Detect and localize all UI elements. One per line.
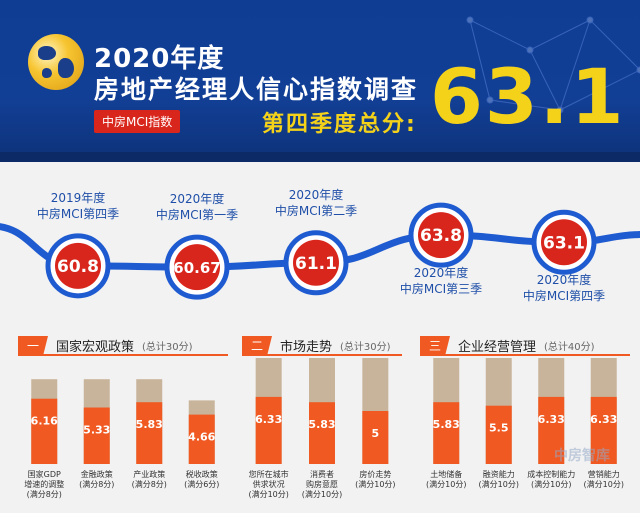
timeline-value-label: 60.67 (173, 259, 220, 277)
bar-category-label: 消费者购房意愿(满分10分) (302, 469, 342, 499)
timeline-year: 2020年度 (536, 273, 592, 288)
header-bottom-stripe (0, 152, 640, 162)
timeline-value-label: 61.1 (295, 254, 337, 274)
timeline-point-fill (55, 242, 101, 289)
timeline-point-fill (541, 219, 587, 266)
timeline-point: 61.1 (283, 230, 349, 296)
bar-actual-score (255, 396, 282, 464)
timeline-quarter: 中房MCI第一季 (155, 208, 239, 223)
timeline-point-fill (174, 244, 220, 291)
bar-value-label: 5.83 (433, 418, 460, 431)
panel-header: 一国家宏观政策 (总计30分) (18, 334, 193, 356)
header-title-year: 2020年度 (94, 44, 225, 74)
bar-category-label: 土地储备(满分10分) (426, 469, 466, 489)
bar-value-label: 6.33 (255, 413, 282, 426)
bar-actual-score (485, 405, 512, 464)
panel-header-rule (242, 354, 402, 356)
panel-market-trend: 二市场走势 (总计30分) 6.33 您所在城市供求状况(满分10分) 5.83 消费者购… (242, 334, 402, 513)
timeline-point: 63.1 (531, 209, 597, 275)
timeline-period-label: 2020年度 中房MCI第四季 (509, 272, 619, 304)
timeline-year: 2020年度 (413, 266, 469, 281)
bar-chart: 5.83 土地储备(满分10分) 5.5 融资能力(满分10分) 6.33 成本控制能力(… (426, 358, 624, 489)
section-number: 二 (242, 336, 272, 354)
bar-category-label: 税收政策(满分6分) (184, 469, 219, 489)
timeline-quarter: 中房MCI第二季 (274, 203, 358, 218)
mci-timeline: 60.8 60.67 61.1 63.8 63.1 2019年度 中房MCI第四季 2020… (0, 166, 640, 326)
timeline-point-fill (293, 239, 339, 286)
section-total: (总计30分) (142, 341, 193, 353)
bar-value-label: 5.83 (308, 418, 335, 431)
timeline-period-label: 2020年度 中房MCI第一季 (142, 191, 252, 223)
timeline-value-label: 60.8 (57, 257, 99, 277)
timeline-year: 2020年度 (288, 187, 344, 202)
panel-header: 三企业经营管理 (总计40分) (420, 334, 595, 356)
bar-category-label: 营销能力(满分10分) (584, 469, 624, 489)
bar-actual-score (362, 411, 389, 464)
section-title: 国家宏观政策 (56, 339, 135, 355)
bar-actual-score (433, 402, 460, 464)
timeline-period-label: 2019年度 中房MCI第四季 (23, 190, 133, 222)
section-title: 市场走势 (280, 339, 333, 355)
globe-icon (28, 34, 84, 90)
bar-chart: 6.16 国家GDP 增速的调整(满分8分) 5.33 金融政策(满分8分) 5.83 产业… (24, 379, 219, 499)
bar-category-label: 国家GDP 增速的调整(满分8分) (24, 469, 64, 499)
header-title-main: 房地产经理人信心指数调查 (94, 75, 419, 104)
timeline-quarter: 中房MCI第三季 (399, 282, 483, 297)
bar-actual-score (83, 407, 110, 464)
timeline-period-label: 2020年度 中房MCI第三季 (386, 265, 496, 297)
bar-category-label: 您所在城市供求状况(满分10分) (248, 469, 288, 499)
bar-value-label: 6.33 (590, 413, 617, 426)
section-total: (总计30分) (340, 341, 391, 353)
section-title: 企业经营管理 (458, 339, 537, 355)
bar-category-label: 成本控制能力(满分10分) (527, 469, 575, 489)
section-number: 一 (18, 336, 48, 354)
header-banner: 2020年度 房地产经理人信心指数调查 中房MCI指数 第四季度总分: 63.1 (0, 0, 640, 162)
timeline-chart: 60.8 60.67 61.1 63.8 63.1 (0, 202, 640, 300)
total-score: 63.1 (430, 52, 626, 141)
panel-header: 二市场走势 (总计30分) (242, 334, 391, 356)
bar-value-label: 5.83 (136, 418, 163, 431)
panel-macro-policy: 一国家宏观政策 (总计30分) 6.16 国家GDP 增速的调整(满分8分) 5.33 金融… (18, 334, 228, 513)
timeline-quarter: 中房MCI第四季 (36, 206, 120, 221)
bar-value-label: 4.66 (188, 431, 215, 444)
panel-enterprise-management: 三企业经营管理 (总计40分) 5.83 土地储备(满分10分) 5.5 融资能力(满分1… (420, 334, 630, 513)
panel-header-rule (18, 354, 228, 356)
section-number: 三 (420, 336, 450, 354)
section-total: (总计40分) (544, 341, 595, 353)
mci-index-tag: 中房MCI指数 (94, 110, 181, 133)
bar-value-label: 6.16 (31, 415, 58, 428)
bar-chart: 6.33 您所在城市供求状况(满分10分) 5.83 消费者购房意愿(满分10分) 5 房… (248, 358, 396, 499)
bar-actual-score (538, 396, 565, 464)
bar-category-label: 产业政策(满分8分) (132, 469, 167, 489)
timeline-point: 60.8 (45, 233, 111, 299)
bar-value-label: 6.33 (538, 413, 565, 426)
timeline-point-fill (418, 212, 464, 259)
bar-category-label: 融资能力(满分10分) (479, 469, 519, 489)
bar-actual-score (188, 414, 215, 464)
timeline-point: 63.8 (408, 202, 474, 268)
bar-value-label: 5.5 (489, 422, 509, 435)
panel-header-rule (420, 354, 630, 356)
bar-actual-score (136, 402, 163, 464)
timeline-quarter: 中房MCI第四季 (522, 289, 606, 304)
bar-value-label: 5.33 (83, 424, 110, 437)
bar-actual-score (590, 396, 617, 464)
timeline-year: 2019年度 (50, 190, 106, 205)
timeline-period-label: 2020年度 中房MCI第二季 (261, 187, 371, 219)
watermark: 中房智库 (554, 448, 610, 464)
timeline-value-label: 63.8 (420, 226, 462, 246)
quarter-total-label: 第四季度总分: (262, 112, 417, 137)
timeline-point: 60.67 (164, 234, 230, 300)
bar-value-label: 5 (372, 427, 380, 440)
bar-category-label: 房价走势(满分10分) (355, 469, 395, 489)
timeline-value-label: 63.1 (543, 233, 585, 253)
timeline-year: 2020年度 (169, 192, 225, 207)
bar-actual-score (31, 398, 58, 464)
network-graphic (466, 16, 640, 114)
bar-actual-score (309, 402, 335, 464)
bar-category-label: 金融政策(满分8分) (79, 469, 114, 489)
